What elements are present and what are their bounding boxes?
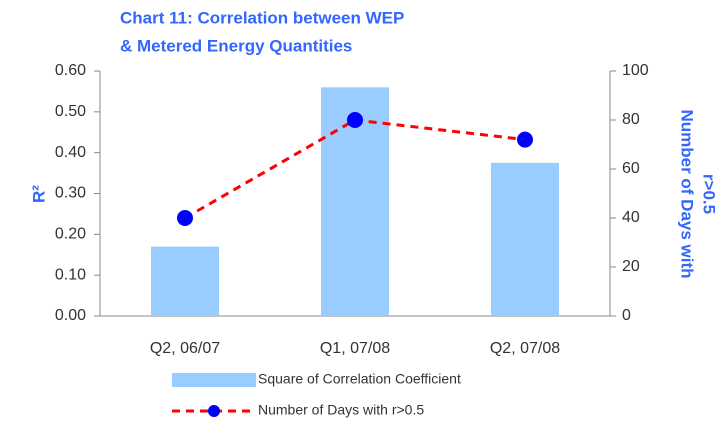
y2-tick-label: 40 [622,209,640,226]
legend-swatch [172,373,256,387]
legend-label: Square of Correlation Coefficient [258,371,461,387]
y-axis-label: R² [29,185,48,203]
marker [517,131,533,148]
y-tick-label: 0.50 [55,103,86,120]
y2-tick-label: 100 [622,62,649,79]
x-tick-label: Q2, 07/08 [490,340,560,357]
x-tick-label: Q1, 07/08 [320,340,390,357]
y2-tick-label: 0 [622,307,631,324]
legend-label: Number of Days with r>0.5 [258,402,424,418]
chart-title: Chart 11: Correlation between WEP [120,8,404,27]
bar [491,162,559,316]
marker [347,112,363,128]
y2-tick-label: 20 [622,258,640,275]
y2-tick-label: 60 [622,160,640,177]
y-tick-label: 0.20 [55,226,86,243]
y-tick-label: 0.30 [55,185,86,202]
marker [177,210,193,226]
bar [151,246,219,316]
y2-axis-label: r>0.5 [700,174,719,214]
y2-axis-label: Number of Days with [678,109,697,278]
y-tick-label: 0.60 [55,62,86,79]
x-tick-label: Q2, 06/07 [150,340,220,357]
y2-tick-label: 80 [622,111,640,128]
y-tick-label: 0.00 [55,307,86,324]
chart-title: & Metered Energy Quantities [120,36,352,55]
y-tick-label: 0.10 [55,266,86,283]
y-tick-label: 0.40 [55,144,86,161]
legend-marker [208,405,220,417]
